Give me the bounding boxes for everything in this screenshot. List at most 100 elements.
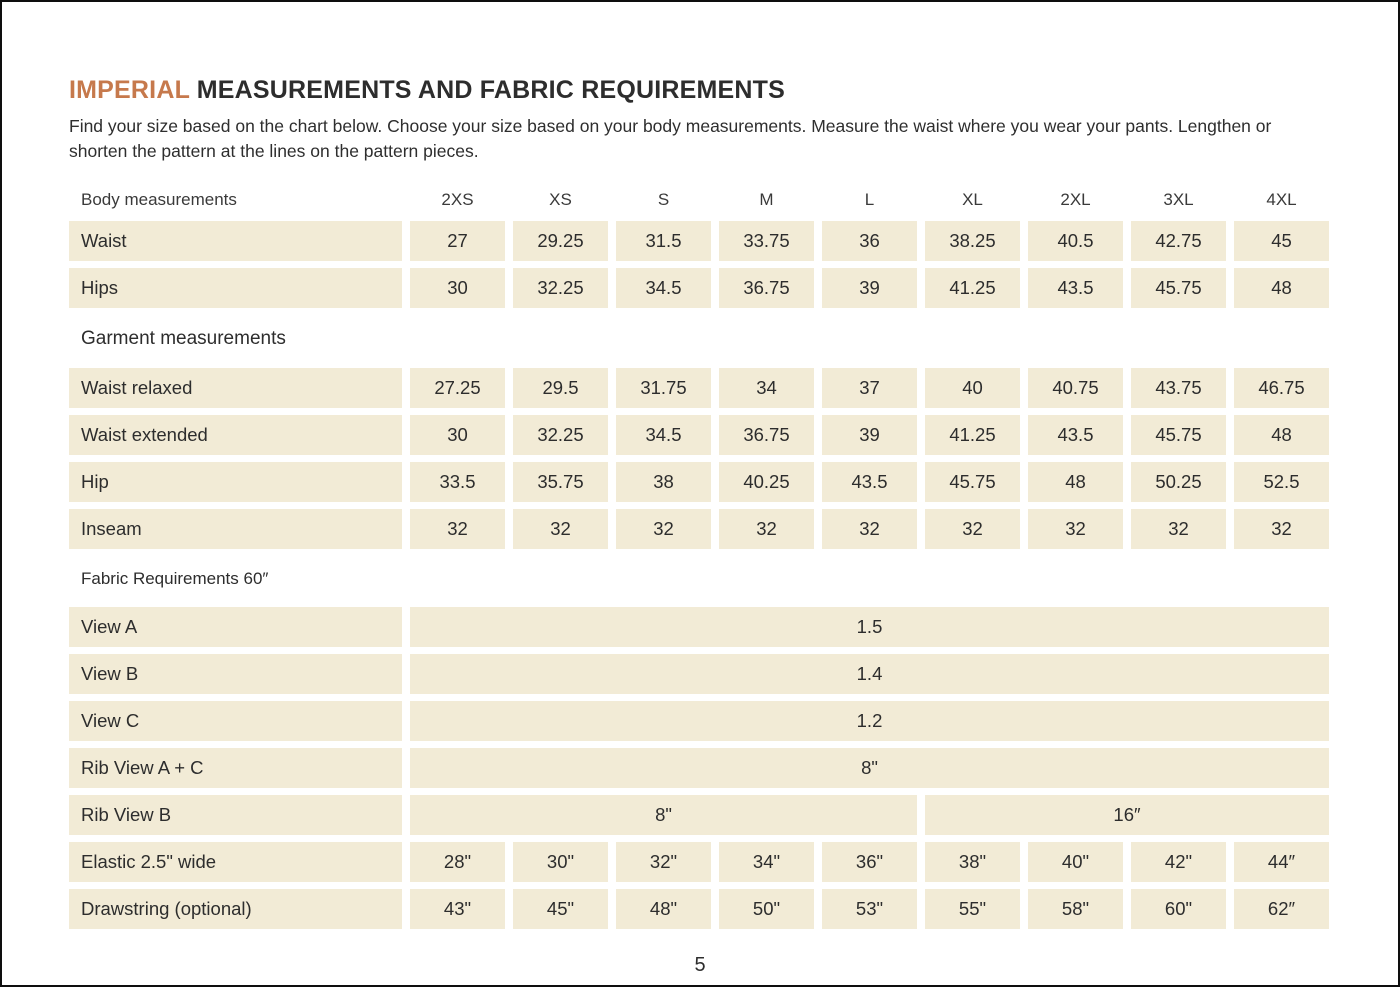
table-cell: 52.5 [1234, 462, 1329, 502]
column-header: 2XS [441, 190, 474, 209]
page-content: IMPERIAL MEASUREMENTS AND FABRIC REQUIRE… [2, 2, 1398, 936]
table-cell: 30 [410, 415, 505, 455]
table-cell: 29.25 [513, 221, 608, 261]
table-cell: 48 [1028, 462, 1123, 502]
table-row: Waist relaxed 27.25 29.5 31.75 34 37 40 40.75 43… [69, 368, 1329, 408]
table-row: View C 1.2 [69, 701, 1329, 741]
table-cell: 32 [616, 509, 711, 549]
table-row: Fabric Requirements 60″ [69, 556, 1329, 600]
table-cell: 40.5 [1028, 221, 1123, 261]
table-cell: 48 [1234, 268, 1329, 308]
table-row: Elastic 2.5" wide 28" 30" 32" 34" 36" 38" 40" 42… [69, 842, 1329, 882]
table-row: Hip 33.5 35.75 38 40.25 43.5 45.75 48 50.25 52.5 [69, 462, 1329, 502]
table-cell: 42.75 [1131, 221, 1226, 261]
table-cell: 40.75 [1028, 368, 1123, 408]
table-cell: 31.5 [616, 221, 711, 261]
table-cell: 53" [822, 889, 917, 929]
table-row: View B 1.4 [69, 654, 1329, 694]
column-header: M [759, 190, 774, 209]
table-cell: 39 [822, 415, 917, 455]
column-header: S [657, 190, 670, 209]
table-cell: 33.5 [410, 462, 505, 502]
table-cell: 35.75 [513, 462, 608, 502]
table-row: Body measurements 2XS XS S M L XL 2XL 3XL 4XL [69, 184, 1329, 214]
column-header: XS [549, 190, 572, 209]
table-row: Drawstring (optional) 43" 45" 48" 50" 53" 55" 5… [69, 889, 1329, 929]
table-cell: 32 [822, 509, 917, 549]
table-cell: 1.4 [410, 654, 1329, 694]
table-cell: 1.2 [410, 701, 1329, 741]
page-title: IMPERIAL MEASUREMENTS AND FABRIC REQUIRE… [69, 76, 1338, 105]
table-cell: 32" [616, 842, 711, 882]
table-row: Garment measurements [69, 315, 1329, 361]
table-cell: 45.75 [1131, 268, 1226, 308]
table-cell: 34.5 [616, 415, 711, 455]
table-cell: 40" [1028, 842, 1123, 882]
row-label: Drawstring (optional) [69, 889, 402, 929]
table-cell: 36.75 [719, 415, 814, 455]
row-label: Hip [69, 462, 402, 502]
intro-text: Find your size based on the chart below.… [69, 116, 1272, 161]
table-cell: 28" [410, 842, 505, 882]
table-cell: 48 [1234, 415, 1329, 455]
row-label: Inseam [69, 509, 402, 549]
row-label: View C [69, 701, 402, 741]
table-cell: 43.5 [822, 462, 917, 502]
table-cell: 50.25 [1131, 462, 1226, 502]
table-cell: 55" [925, 889, 1020, 929]
table-cell: 32 [925, 509, 1020, 549]
row-label: Rib View A + C [69, 748, 402, 788]
table-row: Rib View B 8" 16″ [69, 795, 1329, 835]
table-cell: 37 [822, 368, 917, 408]
table-cell: 40 [925, 368, 1020, 408]
table-cell: 30 [410, 268, 505, 308]
table-cell: 40.25 [719, 462, 814, 502]
table-cell: 32 [513, 509, 608, 549]
table-cell: 1.5 [410, 607, 1329, 647]
table-cell: 60" [1131, 889, 1226, 929]
table-cell: 42" [1131, 842, 1226, 882]
table-cell: 43" [410, 889, 505, 929]
row-label: Hips [69, 268, 402, 308]
table-cell: 8" [410, 748, 1329, 788]
table-cell: 36 [822, 221, 917, 261]
section-heading: Garment measurements [81, 328, 286, 349]
table-cell: 44″ [1234, 842, 1329, 882]
table-cell: 48" [616, 889, 711, 929]
table-cell: 36" [822, 842, 917, 882]
row-label: View A [69, 607, 402, 647]
table-cell: 43.5 [1028, 415, 1123, 455]
table-row: Waist extended 30 32.25 34.5 36.75 39 41.25 43.… [69, 415, 1329, 455]
table-cell: 45 [1234, 221, 1329, 261]
table-cell: 38 [616, 462, 711, 502]
table-body: Body measurements 2XS XS S M L XL 2XL 3XL 4XL Wais… [69, 184, 1329, 929]
table-cell: 34" [719, 842, 814, 882]
table-cell: 32.25 [513, 415, 608, 455]
table-cell: 33.75 [719, 221, 814, 261]
table-cell: 8" [410, 795, 917, 835]
row-label: Waist [69, 221, 402, 261]
table-row: Inseam 32 32 32 32 32 32 32 32 32 [69, 509, 1329, 549]
table-cell: 43.5 [1028, 268, 1123, 308]
table-cell: 58" [1028, 889, 1123, 929]
table-row: Rib View A + C 8" [69, 748, 1329, 788]
table-cell: 41.25 [925, 268, 1020, 308]
table-cell: 46.75 [1234, 368, 1329, 408]
page-number: 5 [694, 954, 706, 976]
column-header: XL [962, 190, 983, 209]
size-table: Body measurements 2XS XS S M L XL 2XL 3XL 4XL Wais… [61, 177, 1337, 936]
table-cell: 31.75 [616, 368, 711, 408]
row-label: Waist extended [69, 415, 402, 455]
table-cell: 39 [822, 268, 917, 308]
table-cell: 34 [719, 368, 814, 408]
table-row: View A 1.5 [69, 607, 1329, 647]
table-cell: 32 [1234, 509, 1329, 549]
row-label: Rib View B [69, 795, 402, 835]
table-cell: 32 [1131, 509, 1226, 549]
table-cell: 45" [513, 889, 608, 929]
column-header: 3XL [1163, 190, 1194, 209]
table-cell: 34.5 [616, 268, 711, 308]
table-cell: 62″ [1234, 889, 1329, 929]
table-row: Waist 27 29.25 31.5 33.75 36 38.25 40.5 42.75 45 [69, 221, 1329, 261]
